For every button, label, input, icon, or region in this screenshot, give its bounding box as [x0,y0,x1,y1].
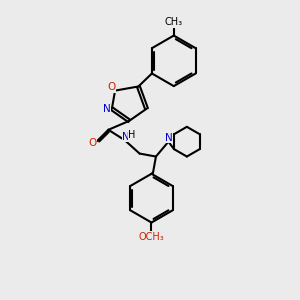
Text: N: N [165,133,172,143]
Text: N: N [103,104,110,114]
Text: H: H [128,130,136,140]
Text: OCH₃: OCH₃ [139,232,164,242]
Text: N: N [122,132,130,142]
Text: O: O [107,82,116,92]
Text: CH₃: CH₃ [165,17,183,27]
Text: O: O [88,138,97,148]
